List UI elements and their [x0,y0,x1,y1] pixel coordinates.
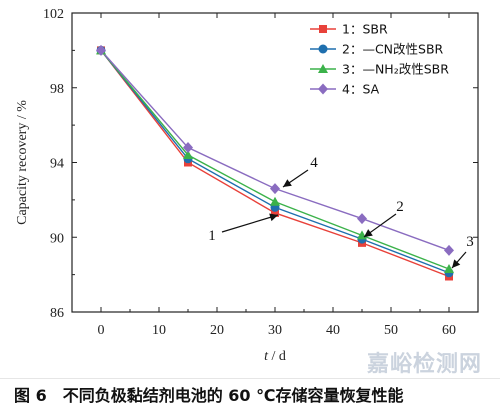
watermark: 嘉峪检测网 [366,352,482,377]
y-tick-label-2: 94 [50,157,64,172]
annotation-arrow-1 [221,214,279,233]
annotation-arrowhead-1 [269,213,278,222]
x-tick-label-0: 0 [98,323,105,338]
x-tick-label-5: 50 [384,323,398,338]
legend-label-2: 2：—CN改性SBR [342,42,444,57]
legend-marker-3 [318,64,328,73]
series-3-point-4 [444,264,454,274]
y-tick-label-3: 98 [50,82,64,97]
series-1-point-2 [271,208,279,217]
annotation-label-1: 1 [208,228,216,244]
legend-label-1: 1：SBR [342,22,388,37]
y-tick-label-1: 90 [50,231,64,246]
annotation-label-3: 3 [466,234,474,250]
y-tick-label-4: 102 [43,7,64,22]
series-4-point-2 [270,183,280,195]
series-3-point-2 [270,196,280,206]
y-axis-label: Capacity recovery / % [15,100,30,225]
figure-caption-text: 不同负极黏结剂电池的 60 ℃存储容量恢复性能 [62,386,404,405]
y-tick-label-0: 86 [50,306,64,321]
legend-marker-1 [319,25,327,33]
x-tick-label-6: 60 [442,323,456,338]
legend-label-4: 4：SA [342,82,380,97]
annotation-arrowhead-4 [283,179,292,187]
series-4-point-0 [96,44,106,56]
series-line-1 [100,49,450,278]
series-line-4 [100,49,450,251]
x-tick-label-3: 30 [268,323,282,338]
legend-marker-2 [318,44,328,54]
line-chart: 0 10 20 30 40 50 60 86 90 94 98 102 Capacity recover… [15,7,479,364]
legend-marker-4 [318,83,328,95]
figure-caption: 图 6 不同负极黏结剂电池的 60 ℃存储容量恢复性能 [0,378,500,412]
series-4-point-3 [357,213,367,225]
x-tick-label-2: 20 [210,323,224,338]
series-line-3 [100,49,450,270]
legend-label-3: 3：—NH₂改性SBR [342,62,449,77]
x-tick-label-1: 10 [152,323,166,338]
x-axis-label: t / d [264,349,286,364]
figure-number: 图 6 [14,386,47,405]
series-3-point-1 [183,150,193,160]
annotation-arrowhead-2 [364,229,373,237]
plot-frame [71,12,479,313]
annotation-label-4: 4 [310,155,318,171]
series-line-2 [100,49,450,274]
series-4-point-1 [183,142,193,154]
annotation-label-2: 2 [396,199,404,215]
annotation-arrowhead-3 [452,259,461,268]
x-tick-label-4: 40 [326,323,340,338]
series-4-point-4 [444,244,454,256]
